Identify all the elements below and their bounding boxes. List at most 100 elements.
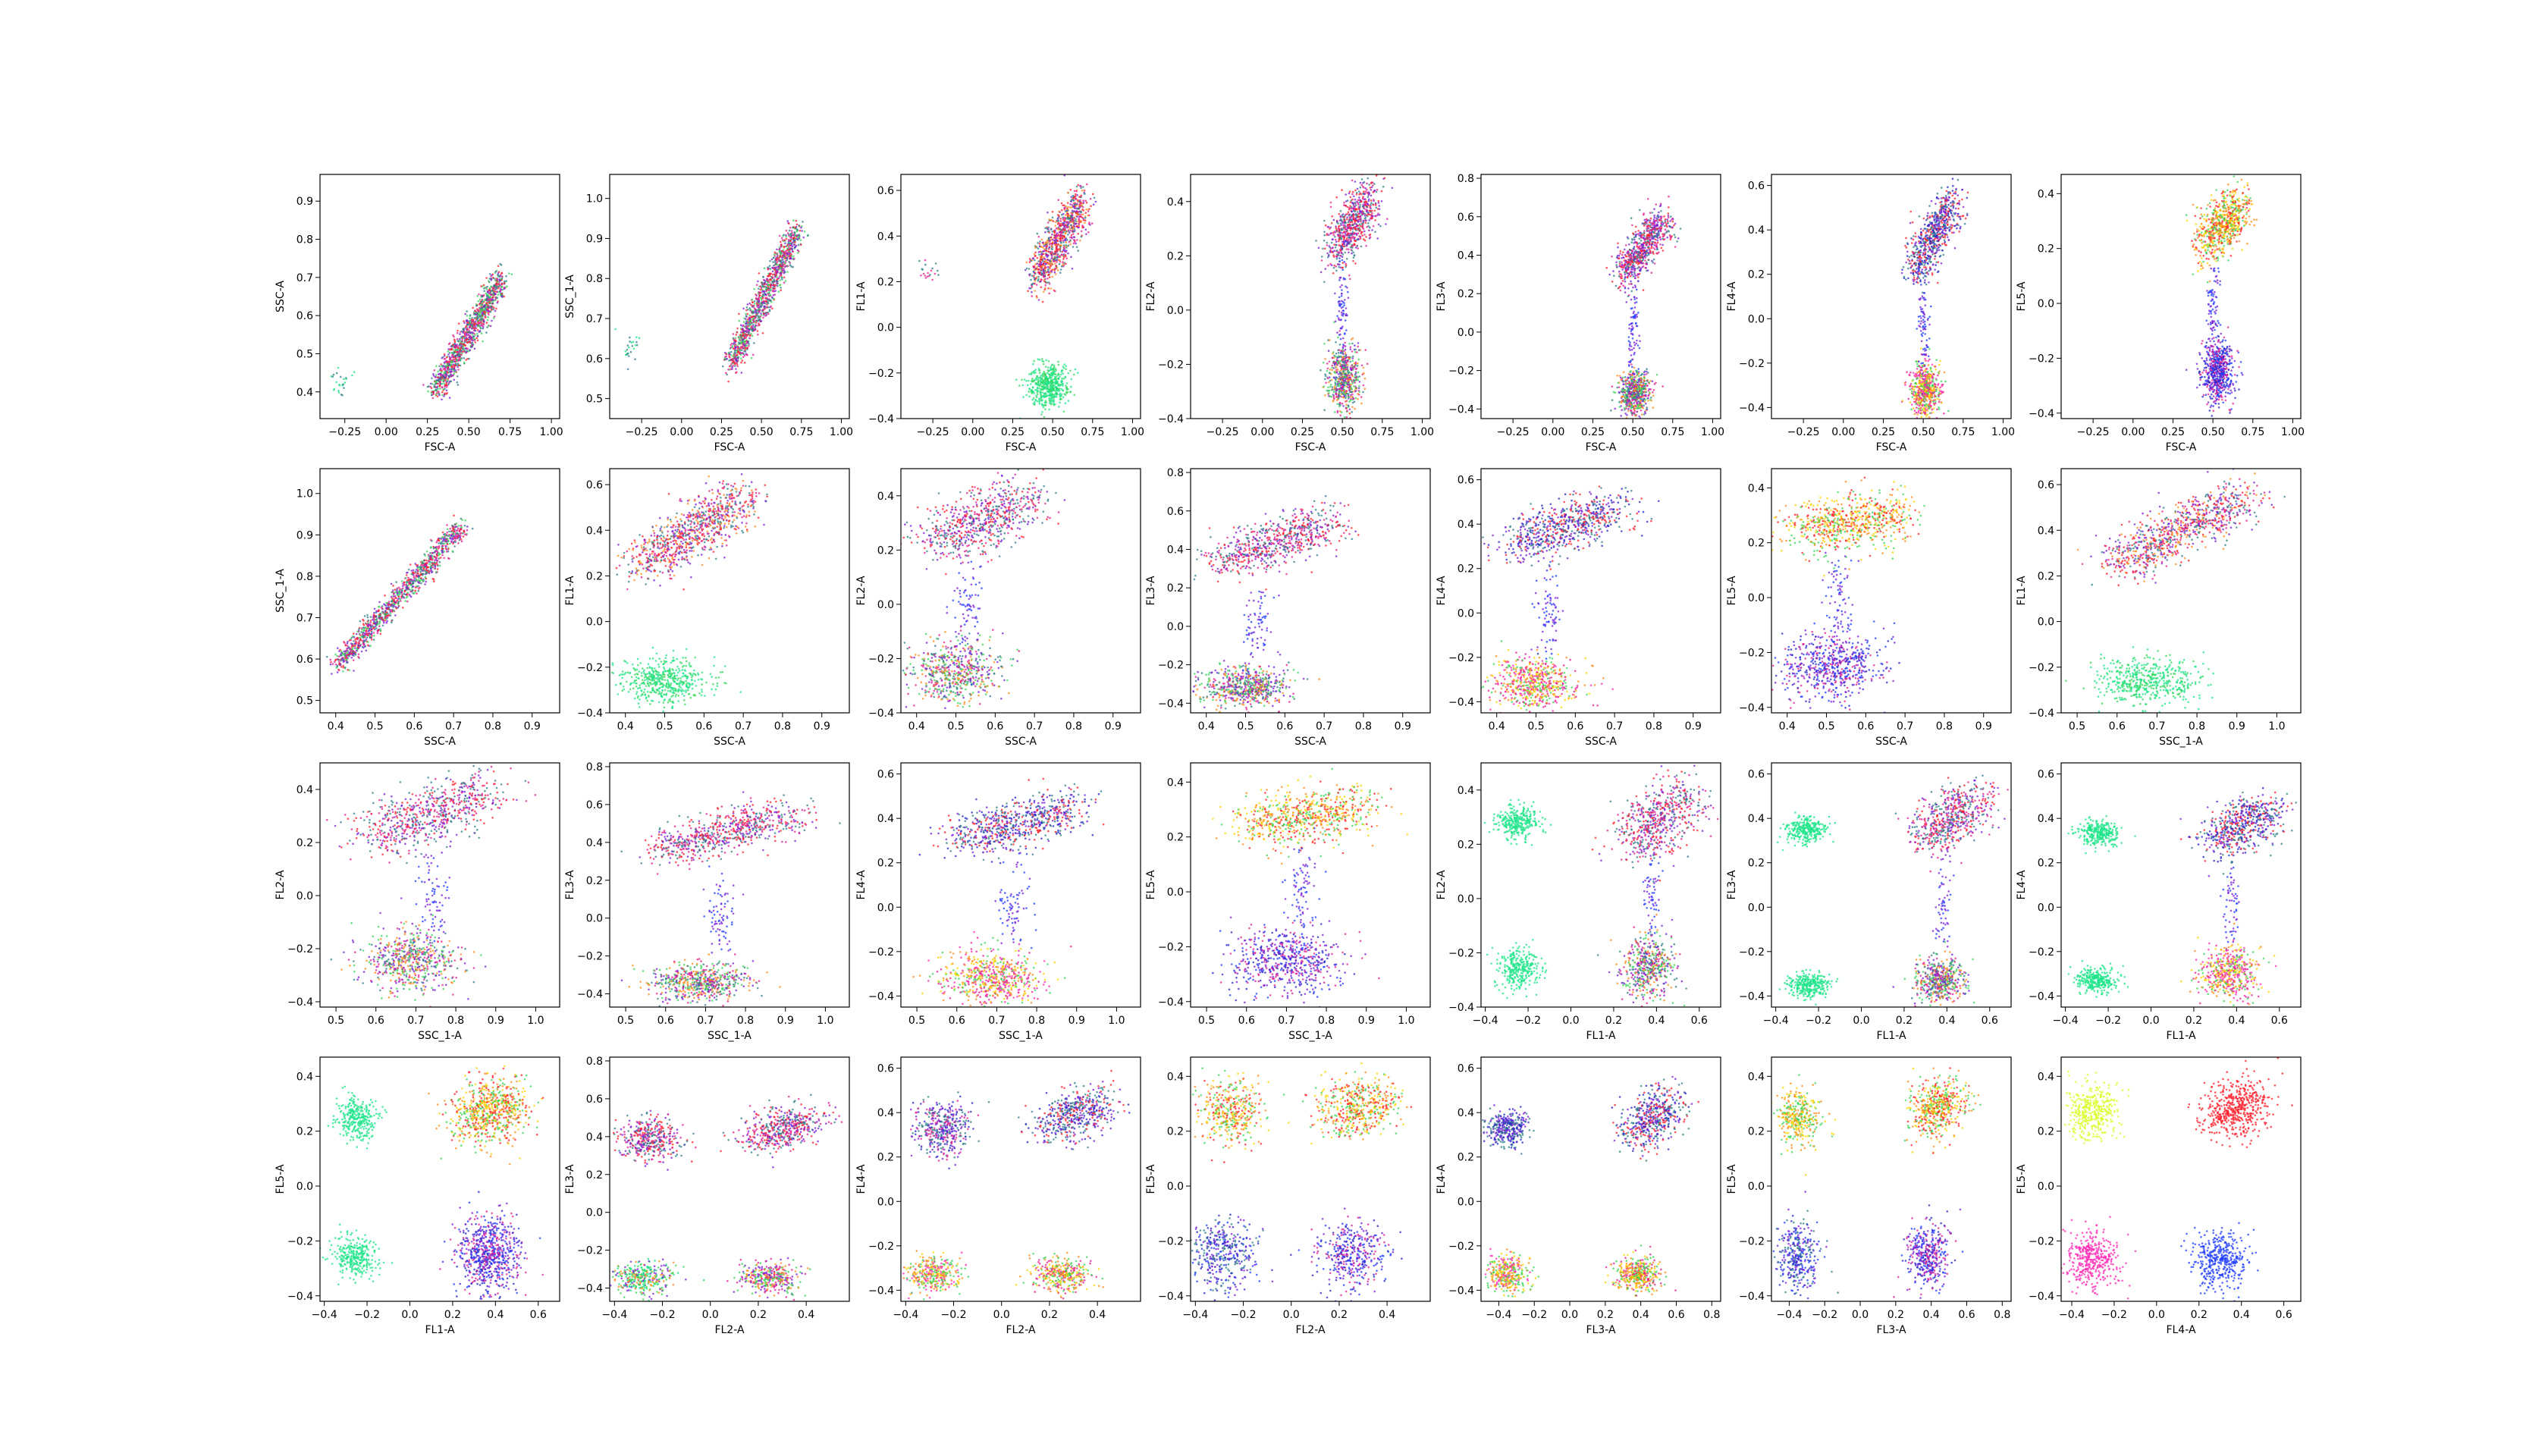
data-point xyxy=(1358,218,1361,221)
data-point xyxy=(1338,382,1341,385)
data-point xyxy=(748,344,750,347)
data-point xyxy=(762,290,765,293)
data-point xyxy=(1347,211,1350,214)
data-point xyxy=(1051,363,1054,366)
data-point xyxy=(746,347,749,350)
data-point xyxy=(464,347,467,350)
data-point xyxy=(1325,375,1327,378)
data-point xyxy=(1346,376,1349,378)
data-point xyxy=(758,316,761,319)
data-point xyxy=(735,372,737,375)
data-point xyxy=(476,295,479,297)
data-point xyxy=(1058,389,1061,392)
data-point xyxy=(1084,228,1087,231)
data-point xyxy=(767,300,770,302)
data-point xyxy=(742,328,744,330)
data-point xyxy=(1036,262,1038,265)
data-point xyxy=(1332,391,1335,394)
data-point xyxy=(1341,215,1345,218)
data-point xyxy=(732,333,735,335)
data-point xyxy=(455,354,457,357)
data-point xyxy=(1341,351,1344,353)
data-point xyxy=(1060,371,1063,373)
data-point xyxy=(475,304,478,307)
data-point xyxy=(1350,240,1353,243)
data-point xyxy=(761,290,764,293)
data-point xyxy=(784,280,787,282)
data-point xyxy=(1064,225,1066,228)
data-point xyxy=(1333,411,1336,413)
data-point xyxy=(727,380,730,383)
data-point xyxy=(1081,209,1084,211)
data-point xyxy=(1036,297,1038,299)
data-point xyxy=(1057,237,1059,240)
data-point xyxy=(482,308,484,310)
data-point xyxy=(1063,174,1065,177)
data-point xyxy=(1342,396,1345,399)
data-point xyxy=(1329,339,1331,341)
data-point xyxy=(725,353,727,356)
data-point xyxy=(457,362,460,365)
data-point xyxy=(743,337,746,340)
data-point xyxy=(786,259,789,262)
data-point xyxy=(1360,364,1363,367)
data-point xyxy=(1335,269,1338,272)
data-point xyxy=(1062,384,1064,387)
data-point xyxy=(1084,216,1087,219)
data-point xyxy=(1351,375,1354,378)
data-point xyxy=(748,327,752,330)
data-point xyxy=(500,293,504,295)
data-point xyxy=(1372,203,1375,206)
data-point xyxy=(1038,397,1040,400)
data-point xyxy=(1056,232,1059,234)
data-point xyxy=(497,265,500,268)
data-point xyxy=(1346,359,1349,362)
data-point xyxy=(1354,397,1357,400)
data-point xyxy=(802,221,804,223)
data-point xyxy=(491,297,494,299)
data-point xyxy=(733,343,735,346)
data-point xyxy=(1062,256,1065,259)
y-tick-label: 0.8 xyxy=(586,273,603,285)
data-point xyxy=(1341,248,1344,250)
data-point xyxy=(1085,209,1087,211)
data-point xyxy=(1051,268,1053,271)
data-point xyxy=(1339,249,1342,253)
data-point xyxy=(1338,212,1341,215)
x-tick-label: 0.75 xyxy=(789,426,813,438)
data-point xyxy=(476,332,479,335)
data-point xyxy=(1345,237,1348,240)
data-point xyxy=(1329,385,1332,388)
data-point xyxy=(1040,261,1043,264)
data-point xyxy=(1070,256,1072,259)
data-point xyxy=(488,297,490,300)
data-point xyxy=(464,334,466,337)
data-point xyxy=(1368,229,1370,232)
data-point xyxy=(777,256,779,259)
data-point xyxy=(1341,402,1344,405)
data-point xyxy=(1038,359,1041,361)
data-point xyxy=(731,366,733,369)
data-point xyxy=(1078,219,1081,222)
data-point xyxy=(1074,223,1077,225)
data-point xyxy=(744,340,746,343)
data-point xyxy=(747,331,750,334)
y-tick-label: −0.4 xyxy=(868,413,894,425)
data-point xyxy=(1034,255,1037,257)
data-point xyxy=(1065,384,1067,388)
data-point xyxy=(1370,203,1372,206)
data-point xyxy=(742,356,745,359)
data-point xyxy=(795,223,799,226)
data-point xyxy=(1348,343,1351,345)
data-point xyxy=(433,369,436,372)
data-point xyxy=(1035,295,1038,297)
data-point xyxy=(1323,247,1326,250)
data-point xyxy=(1031,398,1034,401)
data-point xyxy=(1350,394,1352,397)
data-point xyxy=(464,312,466,315)
data-point xyxy=(1329,251,1332,253)
data-point xyxy=(1345,395,1348,397)
data-point xyxy=(736,362,738,364)
data-point xyxy=(1325,381,1327,384)
data-point xyxy=(1093,196,1096,199)
